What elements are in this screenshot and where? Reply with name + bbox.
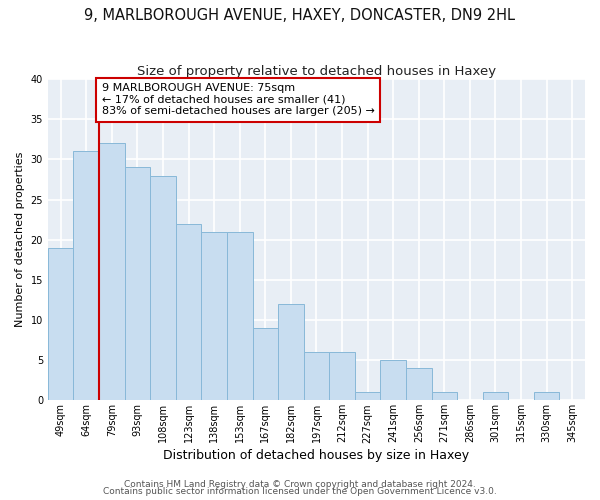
- Text: 9, MARLBOROUGH AVENUE, HAXEY, DONCASTER, DN9 2HL: 9, MARLBOROUGH AVENUE, HAXEY, DONCASTER,…: [85, 8, 515, 22]
- Bar: [406, 368, 431, 400]
- Bar: [125, 168, 150, 400]
- Bar: [227, 232, 253, 400]
- Bar: [355, 392, 380, 400]
- Bar: [329, 352, 355, 401]
- Bar: [278, 304, 304, 400]
- Text: Contains HM Land Registry data © Crown copyright and database right 2024.: Contains HM Land Registry data © Crown c…: [124, 480, 476, 489]
- Bar: [99, 144, 125, 400]
- Text: Contains public sector information licensed under the Open Government Licence v3: Contains public sector information licen…: [103, 487, 497, 496]
- Text: 9 MARLBOROUGH AVENUE: 75sqm
← 17% of detached houses are smaller (41)
83% of sem: 9 MARLBOROUGH AVENUE: 75sqm ← 17% of det…: [101, 83, 374, 116]
- Bar: [253, 328, 278, 400]
- Bar: [202, 232, 227, 400]
- Bar: [304, 352, 329, 401]
- Bar: [534, 392, 559, 400]
- Y-axis label: Number of detached properties: Number of detached properties: [15, 152, 25, 328]
- Bar: [380, 360, 406, 401]
- Bar: [73, 152, 99, 400]
- Bar: [48, 248, 73, 400]
- Bar: [482, 392, 508, 400]
- Title: Size of property relative to detached houses in Haxey: Size of property relative to detached ho…: [137, 65, 496, 78]
- X-axis label: Distribution of detached houses by size in Haxey: Distribution of detached houses by size …: [163, 450, 470, 462]
- Bar: [150, 176, 176, 400]
- Bar: [176, 224, 202, 400]
- Bar: [431, 392, 457, 400]
